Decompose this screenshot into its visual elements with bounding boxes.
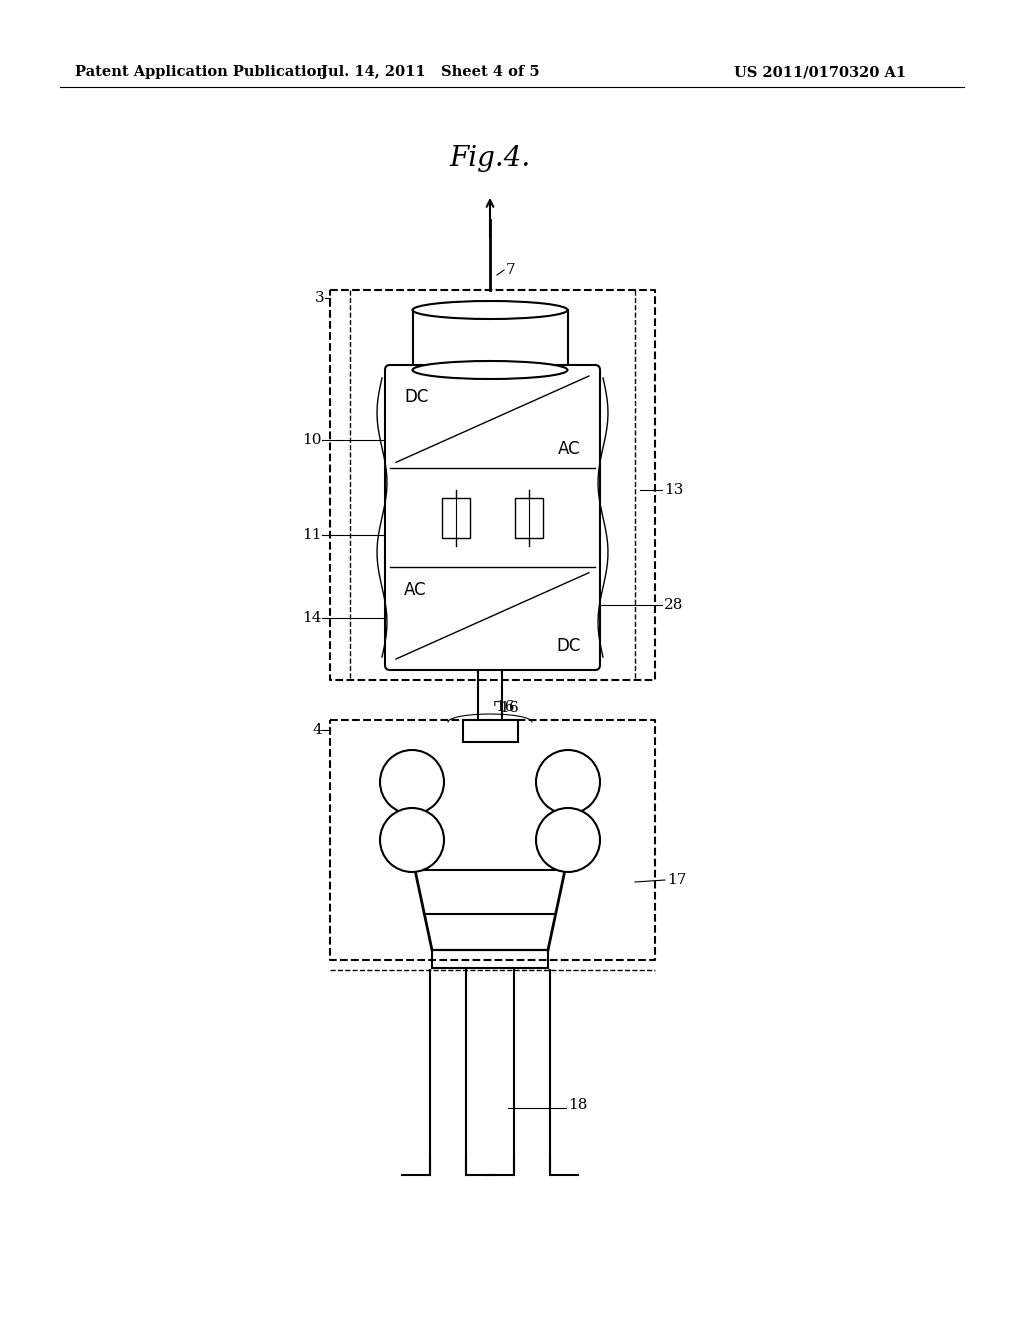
Text: 28: 28 [664,598,683,612]
Text: Jul. 14, 2011   Sheet 4 of 5: Jul. 14, 2011 Sheet 4 of 5 [321,65,540,79]
Circle shape [380,808,444,873]
Bar [441,498,470,537]
Text: 16: 16 [495,700,514,714]
Text: Patent Application Publication: Patent Application Publication [75,65,327,79]
Text: Fig.4.: Fig.4. [450,144,530,172]
Bar [463,719,517,742]
Text: 3: 3 [315,290,325,305]
Text: 17: 17 [667,873,686,887]
Text: US 2011/0170320 A1: US 2011/0170320 A1 [734,65,906,79]
Text: 18: 18 [568,1098,588,1111]
Circle shape [380,750,444,814]
Text: 11: 11 [302,528,322,543]
Text: DC: DC [404,388,428,407]
Ellipse shape [413,301,567,319]
Circle shape [536,750,600,814]
Text: 10: 10 [302,433,322,447]
Text: AC: AC [558,441,581,458]
Ellipse shape [413,360,567,379]
Circle shape [536,808,600,873]
Text: DC: DC [557,638,581,655]
Text: 4: 4 [312,723,322,737]
FancyBboxPatch shape [385,366,600,671]
Text: 14: 14 [302,611,322,624]
Text: AC: AC [404,581,427,599]
Bar [515,498,544,537]
Text: 7: 7 [506,263,516,277]
Text: 13: 13 [664,483,683,498]
Text: $\ulcorner$16: $\ulcorner$16 [492,700,519,715]
